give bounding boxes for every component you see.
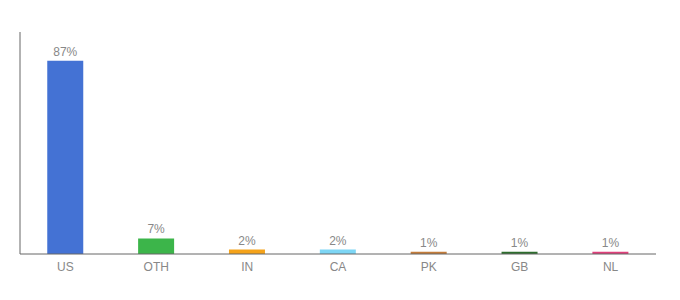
svg-text:2%: 2% bbox=[329, 234, 347, 248]
svg-text:1%: 1% bbox=[420, 236, 438, 250]
svg-text:IN: IN bbox=[241, 260, 253, 274]
svg-text:87%: 87% bbox=[53, 45, 77, 59]
svg-text:CA: CA bbox=[330, 260, 347, 274]
svg-text:GB: GB bbox=[511, 260, 528, 274]
svg-text:1%: 1% bbox=[602, 236, 620, 250]
svg-text:US: US bbox=[57, 260, 74, 274]
svg-text:PK: PK bbox=[421, 260, 437, 274]
svg-text:7%: 7% bbox=[147, 222, 165, 236]
svg-text:1%: 1% bbox=[511, 236, 529, 250]
svg-text:NL: NL bbox=[603, 260, 619, 274]
svg-text:OTH: OTH bbox=[144, 260, 169, 274]
svg-text:2%: 2% bbox=[238, 234, 256, 248]
